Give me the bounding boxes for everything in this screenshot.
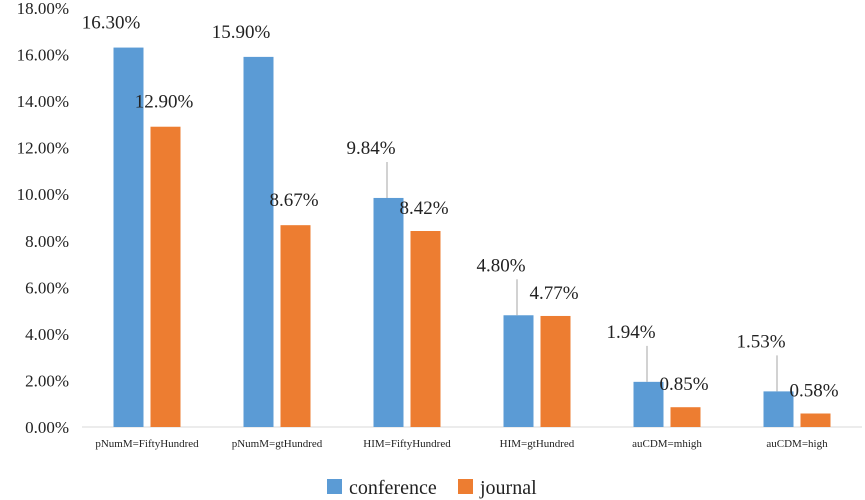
y-tick-label: 0.00% [25,418,69,437]
legend-swatch-conference [327,479,342,494]
bar-conference [243,56,274,428]
data-label-conference: 16.30% [82,13,141,34]
data-label-journal: 0.85% [659,374,708,395]
bar-journal [280,225,311,427]
bar-journal [540,315,571,427]
data-label-journal: 8.42% [399,198,448,219]
y-tick-label: 2.00% [25,371,69,390]
label-leader-lines [386,161,778,392]
data-label-conference: 4.80% [476,255,525,276]
bar-conference [633,381,664,427]
x-tick-label: auCDM=high [766,438,828,450]
bar-conference [763,391,794,427]
y-tick-label: 12.00% [17,139,69,158]
legend-label-journal: journal [479,477,537,499]
x-tick-label: HIM=FiftyHundred [363,438,451,450]
y-tick-label: 8.00% [25,232,69,251]
bar-conference [373,197,404,427]
bar-journal [150,126,181,427]
x-tick-label: HIM=gtHundred [500,438,575,450]
bars [113,47,831,428]
data-labels: 16.30% 12.90% 15.90% 8.67% 9.84% 8.42% 4.80%4.… [82,13,839,402]
bar-journal [410,231,441,427]
bar-conference [113,47,144,427]
legend-swatch-journal [458,479,473,494]
data-label-journal: 12.90% [135,92,194,113]
y-tick-label: 14.00% [17,92,69,111]
data-label-journal: 4.77% [529,283,578,304]
bar-journal [670,407,701,427]
y-tick-label: 6.00% [25,278,69,297]
bar-journal [800,413,831,427]
legend: conference journal [327,477,537,499]
data-label-journal: 0.58% [789,380,838,401]
bar-conference [503,315,534,427]
data-label-journal: 8.67% [269,190,318,211]
data-label-conference: 9.84% [346,138,395,159]
x-tick-label: pNumM=FiftyHundred [95,438,199,450]
data-label-conference: 1.53% [736,331,785,352]
y-tick-label: 4.00% [25,325,69,344]
data-label-conference: 1.94% [606,322,655,343]
data-label-conference: 15.90% [212,22,271,43]
y-axis: 0.00% 2.00% 4.00% 6.00% 8.00% 10.00% 12.00% 14.… [17,0,69,437]
x-axis: pNumM=FiftyHundred pNumM=gtHundred HIM=Fif… [82,426,862,450]
y-tick-label: 16.00% [17,46,69,65]
y-tick-label: 10.00% [17,185,69,204]
legend-label-conference: conference [349,477,437,499]
y-tick-label: 18.00% [17,0,69,18]
x-tick-label: auCDM=mhigh [632,438,702,450]
x-tick-label: pNumM=gtHundred [232,438,323,450]
